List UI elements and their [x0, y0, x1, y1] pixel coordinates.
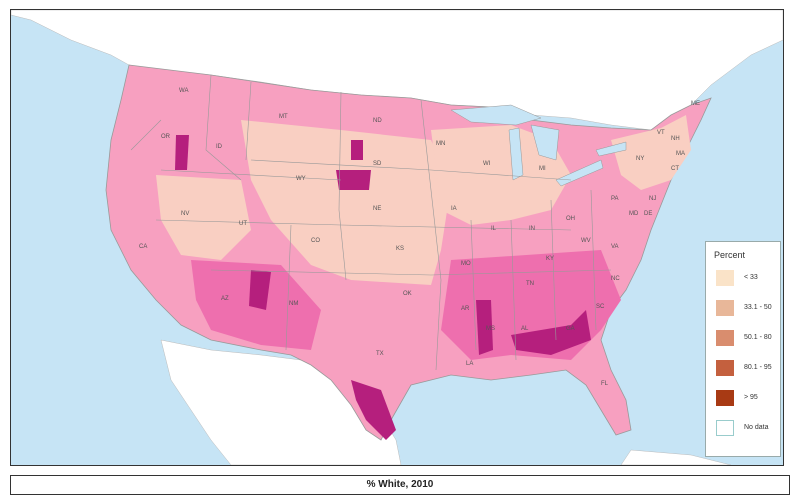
state-label: OK	[403, 291, 412, 297]
state-label: MA	[676, 151, 685, 157]
state-label: MO	[461, 261, 471, 267]
region-black-belt	[511, 310, 591, 355]
lake-superior	[450, 104, 542, 126]
map-caption: % White, 2010	[10, 475, 790, 495]
state-label: OR	[161, 134, 171, 140]
state-label: MN	[436, 141, 445, 147]
region-nevada-utah	[156, 175, 251, 260]
state-label: WV	[581, 238, 591, 244]
legend-item: 80.1 - 95	[716, 360, 780, 378]
state-label: TX	[376, 351, 384, 357]
legend-label: < 33	[744, 274, 758, 281]
legend-item: 33.1 - 50	[716, 300, 780, 318]
state-label: WI	[483, 161, 491, 167]
region-sd-north	[351, 140, 363, 160]
region-northeast	[611, 115, 691, 190]
legend-title: Percent	[714, 250, 746, 260]
state-label: IL	[491, 226, 497, 232]
region-mississippi	[476, 300, 493, 355]
state-label: ND	[373, 118, 382, 124]
state-label: PA	[611, 196, 619, 202]
state-label: OH	[566, 216, 575, 222]
state-label: TN	[526, 281, 534, 287]
state-label: NC	[611, 276, 620, 282]
state-label: CT	[671, 166, 679, 172]
state-label: CO	[311, 238, 320, 244]
region-texas-border	[351, 380, 396, 440]
state-label: IA	[451, 206, 457, 212]
legend-swatch	[716, 270, 734, 286]
lake-michigan	[508, 127, 524, 181]
state-label: UT	[239, 221, 247, 227]
state-label: MI	[539, 166, 546, 172]
state-label: MT	[279, 114, 288, 120]
legend-item: < 33	[716, 270, 780, 288]
state-label: MS	[486, 326, 495, 332]
state-borders	[130, 74, 612, 371]
state-label: AZ	[221, 296, 229, 302]
legend-swatch	[716, 390, 734, 406]
state-label: GA	[566, 326, 575, 332]
state-label: NJ	[649, 196, 656, 202]
map-legend: Percent < 33 33.1 - 50 50.1 - 80 80.1 - …	[705, 241, 781, 457]
lake-huron	[530, 124, 560, 161]
state-label: WY	[296, 176, 306, 182]
state-label: FL	[601, 381, 609, 387]
state-label: CA	[139, 244, 147, 250]
legend-label: 33.1 - 50	[744, 304, 772, 311]
state-label: NE	[373, 206, 381, 212]
state-label: WA	[179, 88, 188, 94]
state-label: NV	[181, 211, 189, 217]
legend-item: > 95	[716, 390, 780, 408]
state-label: ME	[691, 101, 700, 107]
legend-label: No data	[744, 424, 769, 431]
legend-label: 80.1 - 95	[744, 364, 772, 371]
region-plains	[241, 120, 451, 285]
state-label: AR	[461, 306, 470, 312]
legend-swatch	[716, 330, 734, 346]
map-panel: WA OR ID MT WY ND SD NE NV UT CO KS CA A…	[10, 9, 784, 466]
lake-ontario	[595, 141, 627, 157]
legend-swatch	[716, 360, 734, 376]
state-label: VA	[611, 244, 619, 250]
state-label: LA	[466, 361, 473, 367]
legend-item: No data	[716, 420, 780, 438]
state-label: MD	[629, 211, 639, 217]
state-label: SC	[596, 304, 605, 310]
region-sd-reservation	[336, 170, 371, 190]
legend-swatch	[716, 300, 734, 316]
legend-label: 50.1 - 80	[744, 334, 772, 341]
state-label: VT	[657, 130, 665, 136]
state-label: KS	[396, 246, 404, 252]
region-oregon-dark	[175, 135, 189, 170]
state-label: DE	[644, 211, 652, 217]
state-label: IN	[529, 226, 535, 232]
state-labels: WA OR ID MT WY ND SD NE NV UT CO KS CA A…	[139, 88, 700, 387]
cuba-landmass	[620, 449, 732, 465]
state-label: AL	[521, 326, 529, 332]
legend-label: > 95	[744, 394, 758, 401]
state-label: SD	[373, 161, 382, 167]
state-label: NM	[289, 301, 298, 307]
state-label: KY	[546, 256, 554, 262]
region-nm-reservation	[249, 270, 271, 310]
legend-item: 50.1 - 80	[716, 330, 780, 348]
state-label: NH	[671, 136, 680, 142]
us-county-map: WA OR ID MT WY ND SD NE NV UT CO KS CA A…	[11, 10, 783, 465]
legend-swatch	[716, 420, 734, 436]
state-label: ID	[216, 144, 223, 150]
state-label: NY	[636, 156, 644, 162]
